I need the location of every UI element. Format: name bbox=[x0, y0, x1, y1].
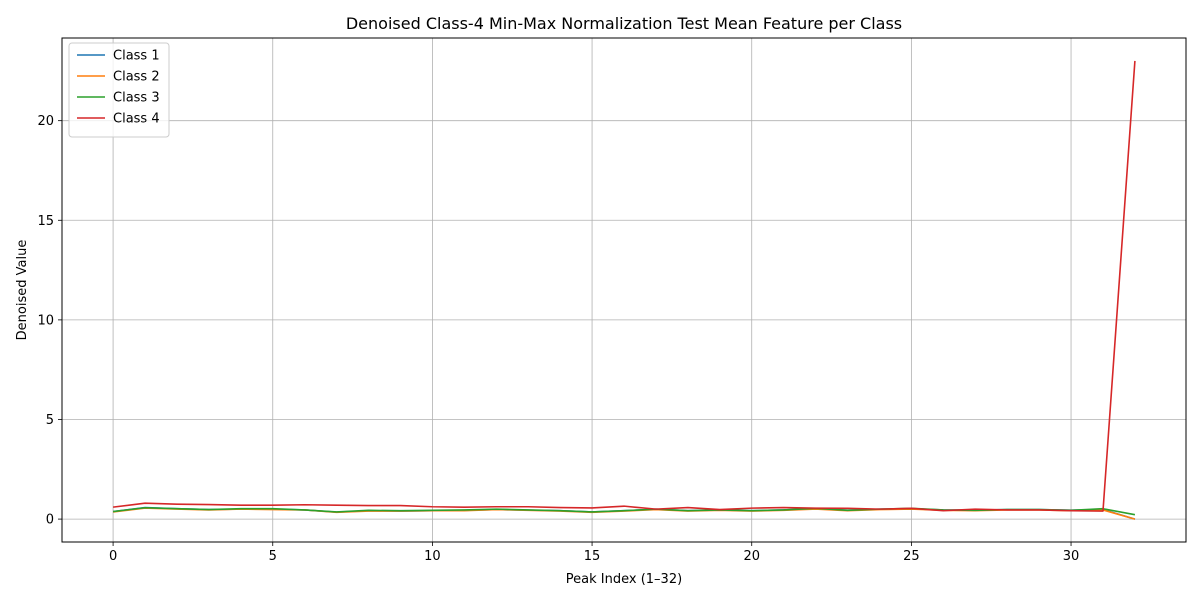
plot-area-frame bbox=[61, 37, 1187, 543]
plot-area-background bbox=[62, 38, 1186, 542]
y-tick-label: 20 bbox=[37, 114, 54, 129]
y-tick-label: 10 bbox=[37, 313, 54, 328]
legend-label-class-1: Class 1 bbox=[113, 49, 160, 64]
x-tick-label: 25 bbox=[903, 549, 920, 564]
chart-title: Denoised Class-4 Min-Max Normalization T… bbox=[346, 14, 902, 33]
tick-layer: 0 5 10 15 20 25 30 0 5 10 15 20 bbox=[37, 114, 1079, 564]
grid-layer bbox=[62, 38, 1186, 542]
series-line-class-4 bbox=[112, 60, 1136, 512]
series-layer bbox=[112, 60, 1136, 520]
legend: Class 1 Class 2 Class 3 Class 4 bbox=[68, 42, 170, 138]
x-axis-label: Peak Index (1–32) bbox=[566, 572, 682, 587]
y-tick-label: 0 bbox=[46, 513, 54, 528]
x-tick-label: 15 bbox=[584, 549, 601, 564]
x-tick-label: 10 bbox=[424, 549, 441, 564]
y-axis-label: Denoised Value bbox=[15, 240, 30, 341]
y-tick-label: 15 bbox=[37, 214, 54, 229]
y-tick-label: 5 bbox=[46, 413, 54, 428]
x-tick-label: 0 bbox=[109, 549, 117, 564]
legend-label-class-4: Class 4 bbox=[113, 112, 160, 127]
x-tick-label: 20 bbox=[743, 549, 760, 564]
legend-label-class-3: Class 3 bbox=[113, 91, 160, 106]
legend-label-class-2: Class 2 bbox=[113, 70, 160, 85]
x-tick-label: 30 bbox=[1063, 549, 1080, 564]
x-tick-label: 5 bbox=[269, 549, 277, 564]
legend-box bbox=[68, 42, 170, 138]
